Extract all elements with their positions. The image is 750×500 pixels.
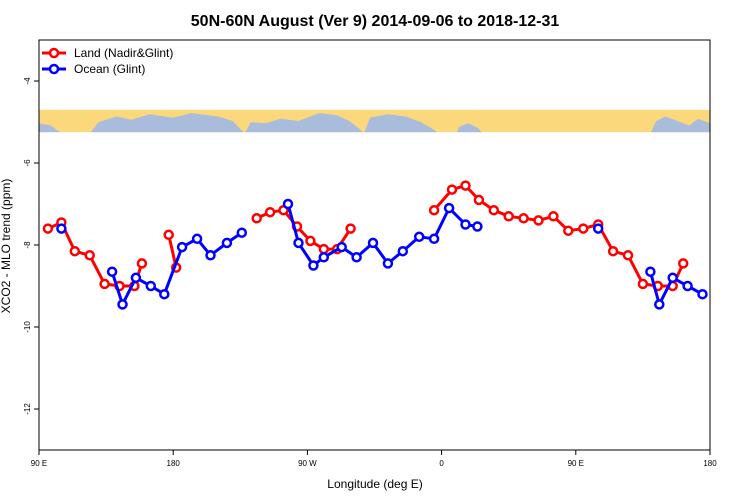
data-point [473,194,485,206]
data-point [136,258,148,269]
data-point [460,180,471,191]
map-ocean-region [39,123,60,133]
data-point [293,237,304,249]
data-point [145,280,157,292]
data-point [446,184,458,195]
y-axis-label: XCO2 - MLO trend (ppm) [0,179,13,314]
data-point [367,237,379,249]
x-tick-label: 90 W [298,459,317,468]
data-point [236,227,248,238]
data-point [645,266,656,277]
legend: Land (Nadir&Glint) Ocean (Glint) [42,46,173,76]
data-point [130,272,142,284]
data-point [345,223,356,234]
data-point [308,260,319,271]
data-point [654,299,665,310]
x-tick-label: 0 [439,459,444,468]
series-ocean [56,198,708,310]
data-point [518,213,529,224]
y-tick-label: -6 [23,159,32,167]
y-tick-label: -4 [23,77,32,85]
y-axis: -4 -6 -8 -10 -12 [23,77,39,415]
x-tick-label: 90 E [31,459,47,468]
data-point [548,211,559,222]
series-layer [42,180,708,310]
data-point [413,231,425,243]
x-tick-label: 180 [167,459,181,468]
data-point [163,229,174,241]
data-point [251,213,262,224]
data-point [428,233,440,245]
data-point [318,252,330,263]
data-point [69,245,81,257]
legend-ocean-label: Ocean (Glint) [74,62,145,76]
data-point [607,245,619,257]
series-line [110,231,243,306]
map-ocean-region [364,114,438,133]
data-point [205,250,216,261]
legend-ocean-marker [48,63,60,75]
x-tick-label: 90 E [568,459,584,468]
data-point [282,198,294,210]
data-point [637,278,649,290]
x-axis-label: Longitude (deg E) [327,477,422,491]
map-ocean-region [90,113,244,133]
y-tick-label: -8 [23,241,32,249]
data-point [592,223,604,234]
data-point [397,245,409,257]
data-point [622,250,634,261]
data-point [159,288,170,300]
map-ocean-region [650,116,710,133]
x-axis: 90 E 180 90 W 0 90 E 180 [31,450,717,468]
map-ocean-region [245,113,363,133]
legend-land-marker [48,47,60,59]
data-point [99,278,110,290]
data-point [221,237,233,249]
data-point [460,219,471,230]
data-point [351,252,362,263]
data-point [667,272,678,284]
data-point [428,204,440,216]
data-point [318,243,330,255]
data-point [443,202,455,214]
chart-title: 50N-60N August (Ver 9) 2014-09-06 to 201… [191,13,560,30]
data-point [578,223,589,234]
data-point [264,206,276,218]
x-tick-label: 180 [703,459,717,468]
data-point [56,223,67,234]
legend-land-label: Land (Nadir&Glint) [74,46,173,60]
data-point [677,258,689,269]
map-ocean-region [457,123,483,133]
series-land [42,180,689,292]
data-point [42,223,54,234]
data-point [191,233,203,245]
data-point [682,280,693,292]
data-point [117,299,128,310]
y-tick-label: -10 [23,321,32,333]
world-map-band [39,109,710,133]
data-point [336,241,347,253]
data-point [533,215,544,226]
data-point [106,266,118,277]
data-point [305,235,316,247]
y-tick-label: -12 [23,403,32,415]
data-point [488,204,500,216]
data-point [382,258,394,269]
data-point [697,288,708,300]
data-point [176,241,188,253]
data-point [84,250,95,261]
data-point [472,221,483,232]
data-point [563,225,574,236]
data-point [503,211,514,222]
